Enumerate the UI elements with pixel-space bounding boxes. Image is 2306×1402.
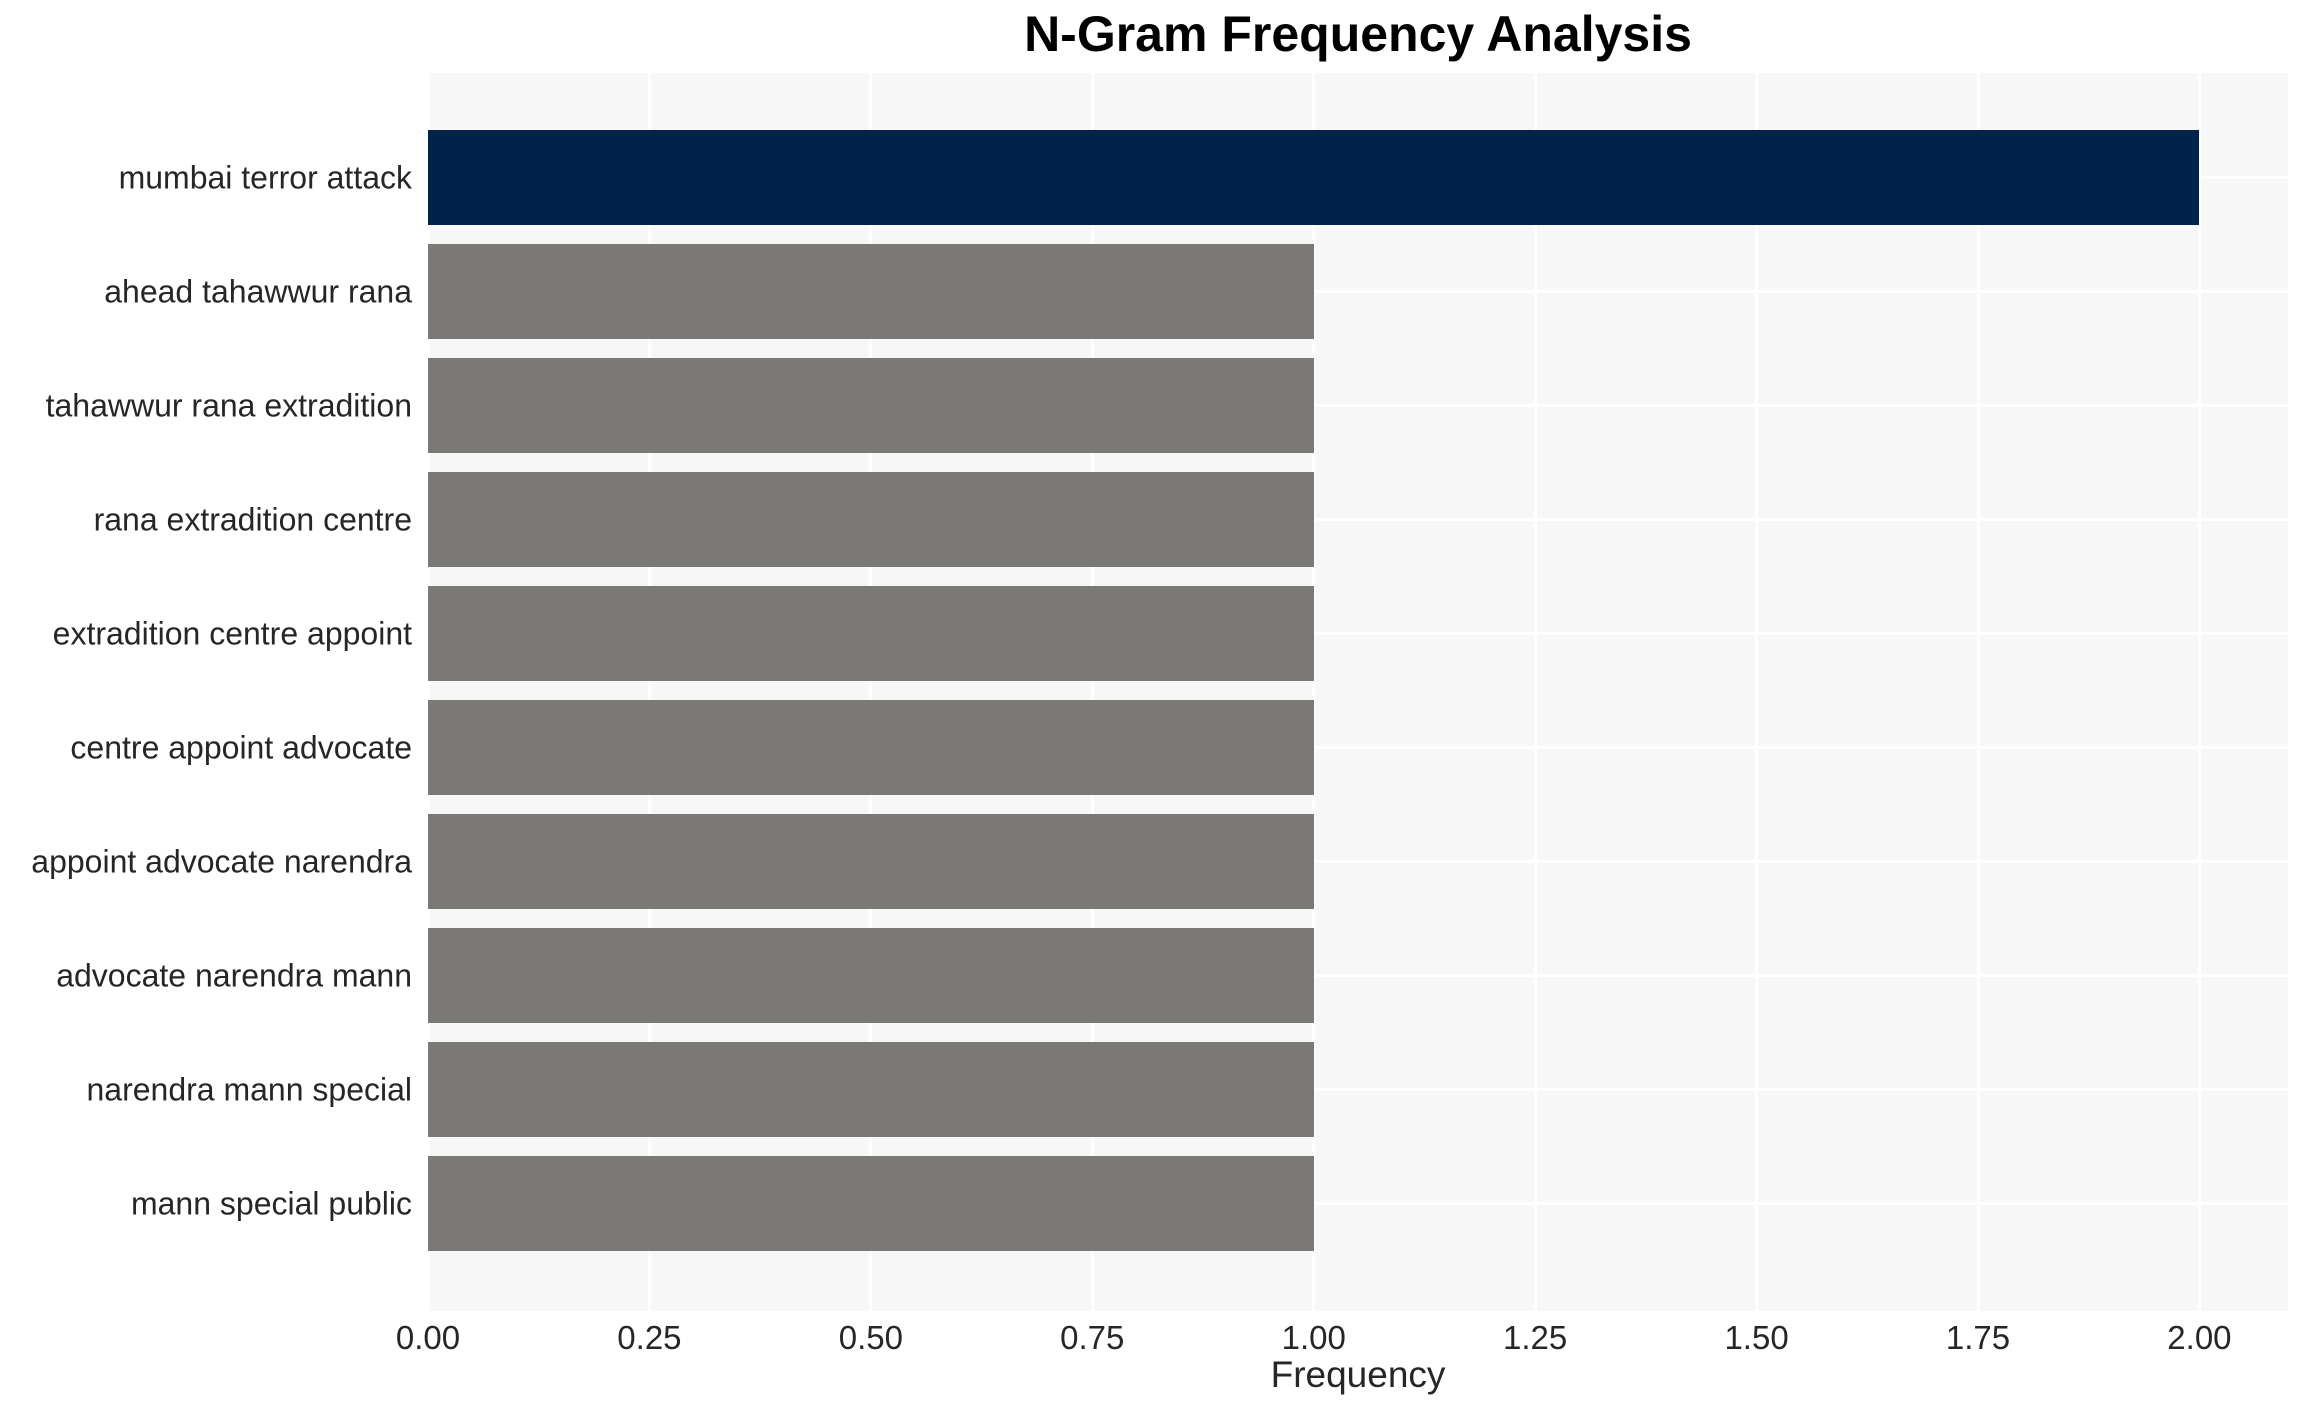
y-tick-label: ahead tahawwur rana — [104, 273, 412, 309]
x-gridline-0.50 — [869, 73, 873, 1311]
x-tick-label: 0.25 — [617, 1319, 682, 1356]
x-gridline-2.00 — [2197, 73, 2201, 1311]
x-axis-label: Frequency — [1270, 1354, 1446, 1395]
x-gridline-1.75 — [1976, 73, 1980, 1311]
y-tick-label: appoint advocate narendra — [31, 843, 412, 879]
y-tick-label: advocate narendra mann — [56, 957, 412, 993]
y-axis-category-labels: mumbai terror attack ahead tahawwur rana t… — [0, 73, 412, 1311]
bar-appoint-advocate-narendra — [428, 814, 1314, 909]
x-gridline-1.50 — [1755, 73, 1759, 1311]
y-gridline — [428, 860, 2288, 863]
bar-rana-extradition-centre — [428, 472, 1314, 567]
bar-narendra-mann-special — [428, 1042, 1314, 1137]
x-tick-label: 0.00 — [395, 1319, 461, 1356]
bar-advocate-narendra-mann — [428, 928, 1314, 1023]
x-tick-label: 0.50 — [838, 1319, 903, 1356]
bar-centre-appoint-advocate — [428, 700, 1314, 795]
y-tick-label: tahawwur rana extradition — [45, 387, 412, 423]
x-gridline-0.75 — [1090, 73, 1094, 1311]
x-tick-label: 1.00 — [1281, 1319, 1346, 1356]
bar-extradition-centre-appoint — [428, 586, 1314, 681]
y-gridline — [428, 632, 2288, 635]
y-gridline — [428, 290, 2288, 293]
bar-tahawwur-rana-extradition — [428, 358, 1314, 453]
y-gridline — [428, 746, 2288, 749]
y-tick-label: rana extradition centre — [93, 501, 412, 537]
x-tick-label: 1.75 — [1945, 1319, 2011, 1356]
x-gridline-1.25 — [1533, 73, 1537, 1311]
bar-mumbai-terror-attack — [428, 130, 2200, 225]
y-gridline — [428, 404, 2288, 407]
x-axis-tick-labels: 0.00 0.25 0.50 0.75 1.00 1.25 1.50 1.75 2.00 — [396, 1319, 2288, 1361]
y-gridline — [428, 1202, 2288, 1205]
chart-title: N-Gram Frequency Analysis — [1024, 6, 1692, 62]
y-gridline — [428, 1088, 2288, 1091]
y-tick-label: mann special public — [130, 1185, 412, 1221]
plot-area — [428, 73, 2288, 1311]
x-gridline-1.00 — [1312, 73, 1316, 1311]
x-gridline-0.25 — [647, 73, 651, 1311]
x-tick-label: 1.25 — [1503, 1319, 1568, 1356]
y-tick-label: extradition centre appoint — [52, 615, 412, 651]
y-tick-label: centre appoint advocate — [70, 729, 412, 765]
x-tick-label: 0.75 — [1060, 1319, 1125, 1356]
bar-mann-special-public — [428, 1156, 1314, 1251]
bar-ahead-tahawwur-rana — [428, 244, 1314, 339]
x-tick-label: 1.50 — [1724, 1319, 1789, 1356]
x-tick-label: 2.00 — [2167, 1319, 2232, 1356]
x-gridline-0.00 — [428, 73, 430, 1311]
y-tick-label: narendra mann special — [86, 1071, 412, 1107]
y-gridline — [428, 518, 2288, 521]
y-tick-label: mumbai terror attack — [118, 159, 412, 195]
y-gridline — [428, 974, 2288, 977]
